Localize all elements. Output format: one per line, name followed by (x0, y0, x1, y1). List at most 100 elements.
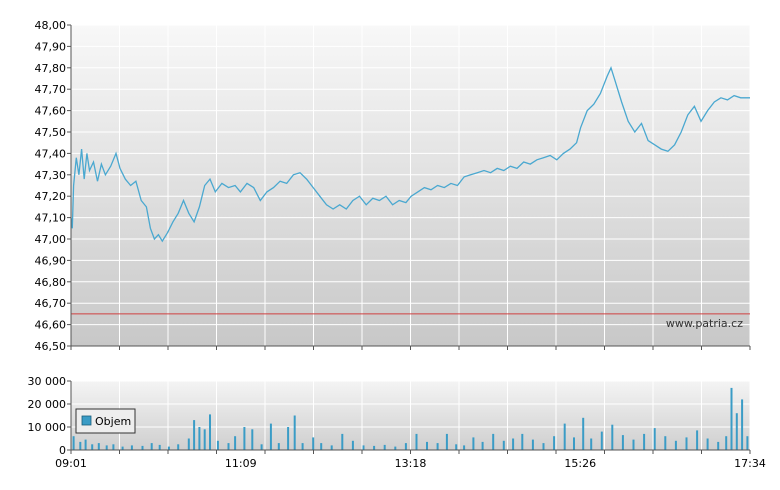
volume-bar (150, 443, 153, 450)
x-tick-label: 13:18 (395, 457, 427, 470)
price-y-tick-label: 48,00 (35, 19, 67, 32)
volume-bar (79, 441, 82, 450)
volume-bar (84, 439, 87, 450)
volume-bar (481, 441, 484, 450)
volume-bar (330, 445, 333, 450)
volume-bar (463, 445, 466, 450)
volume-bar (260, 444, 263, 451)
volume-bar (632, 439, 635, 450)
volume-bar (91, 444, 94, 451)
volume-bar (320, 443, 323, 450)
volume-bar (203, 429, 206, 450)
volume-bar (436, 443, 439, 450)
volume-bar (209, 414, 211, 450)
price-y-tick-label: 47,70 (35, 83, 67, 96)
volume-bar (404, 443, 407, 450)
price-y-tick-label: 47,60 (35, 105, 67, 118)
volume-bar (198, 427, 201, 450)
volume-bar (573, 437, 575, 450)
volume-bar (130, 445, 133, 450)
price-y-tick-label: 47,00 (35, 233, 67, 246)
volume-bar (251, 429, 254, 450)
volume-bar (234, 436, 237, 450)
price-grid (70, 24, 751, 347)
volume-bar (373, 445, 376, 450)
volume-bar (455, 444, 458, 451)
volume-y-tick-label: 20 000 (28, 398, 67, 411)
volume-y-ticks: 30 000 20 000 10 000 0 (28, 375, 71, 457)
x-tick-label: 09:01 (55, 457, 87, 470)
volume-bar (472, 437, 475, 450)
price-y-tick-label: 47,50 (35, 126, 67, 139)
volume-bar (741, 399, 744, 450)
legend: Objem (75, 408, 136, 434)
price-y-ticks: 48,00 47,90 47,80 47,70 47,60 47,50 47,40 47,30… (35, 19, 71, 353)
volume-bar (216, 440, 219, 450)
volume-bar (521, 433, 524, 450)
price-y-tick-label: 47,10 (35, 212, 67, 225)
volume-bar (492, 433, 495, 450)
volume-bar (301, 443, 304, 450)
volume-bar (193, 420, 196, 450)
volume-bar (600, 431, 603, 450)
volume-bar (542, 443, 545, 450)
volume-y-tick-label: 30 000 (28, 375, 67, 388)
volume-bar (341, 433, 344, 450)
volume-bar (72, 436, 75, 450)
volume-bar (717, 441, 720, 450)
volume-bar (312, 437, 315, 450)
x-tick-label: 17:34 (734, 457, 766, 470)
volume-bar (187, 438, 190, 450)
volume-bar (706, 438, 709, 450)
volume-bar (725, 436, 728, 450)
volume-bar (643, 433, 646, 450)
volume-bar (383, 444, 386, 450)
volume-bar (394, 446, 397, 450)
price-y-tick-label: 46,70 (35, 297, 67, 310)
volume-bar (653, 428, 656, 450)
price-y-tick-label: 47,20 (35, 190, 67, 203)
price-y-tick-label: 46,80 (35, 276, 67, 289)
volume-bar (293, 415, 296, 450)
volume-bar (105, 445, 108, 450)
volume-bar (97, 443, 100, 450)
volume-bar (167, 446, 170, 450)
volume-bar (426, 441, 428, 450)
price-x-ticks (70, 346, 751, 350)
volume-bar (121, 446, 124, 450)
volume-bar (582, 417, 585, 450)
volume-bar (553, 436, 556, 450)
volume-bar (362, 445, 365, 450)
volume-bar (621, 435, 624, 450)
legend-swatch (81, 415, 92, 426)
volume-bar (227, 443, 230, 450)
price-y-tick-label: 46,90 (35, 254, 67, 267)
volume-bar (415, 433, 418, 450)
volume-bar (445, 433, 448, 450)
price-y-tick-label: 47,90 (35, 40, 67, 53)
volume-bar (611, 424, 614, 450)
volume-bar (746, 436, 749, 450)
volume-bar (269, 423, 272, 450)
watermark: www.patria.cz (666, 317, 743, 330)
volume-bar (674, 440, 677, 450)
volume-y-tick-label: 0 (59, 444, 66, 457)
price-y-tick-label: 47,40 (35, 147, 67, 160)
volume-bar (664, 436, 667, 450)
price-y-tick-label: 47,30 (35, 169, 67, 182)
volume-bar (502, 440, 505, 450)
volume-bar (141, 445, 144, 450)
volume-bar (696, 430, 699, 450)
volume-bar (351, 440, 354, 450)
price-y-tick-label: 46,60 (35, 319, 67, 332)
volume-bar (277, 443, 280, 450)
volume-bar (730, 387, 733, 450)
volume-bar (531, 439, 534, 450)
volume-bar (287, 427, 290, 450)
volume-bar (563, 423, 566, 450)
volume-bar (685, 437, 688, 450)
volume-bars (72, 387, 749, 451)
volume-bar (112, 444, 115, 451)
price-series-line (70, 65, 750, 243)
